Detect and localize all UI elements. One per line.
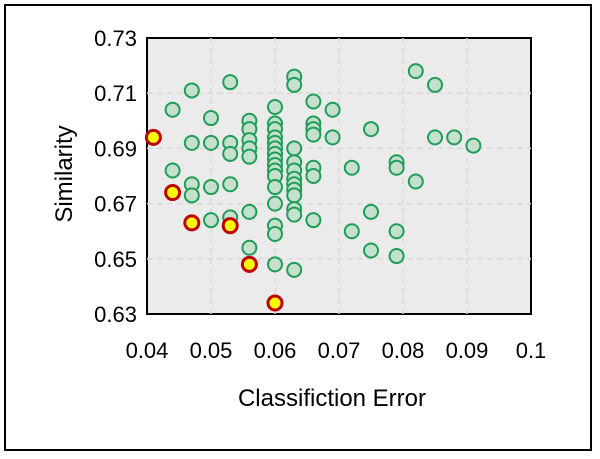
highlighted-data-point — [221, 217, 239, 235]
data-point — [343, 159, 360, 176]
data-point — [324, 101, 341, 118]
data-point — [363, 203, 379, 220]
data-point — [363, 242, 379, 259]
highlighted-data-point — [266, 294, 284, 312]
x-tick-label: 0.06 — [254, 338, 297, 363]
data-point — [267, 225, 283, 242]
data-point — [203, 134, 219, 151]
data-point — [388, 248, 405, 265]
x-axis-title: Classifiction Error — [238, 385, 426, 412]
data-point — [222, 176, 239, 193]
data-point — [164, 101, 181, 118]
data-point — [324, 129, 341, 146]
x-tick-label: 0.1 — [516, 338, 547, 363]
x-tick-label: 0.05 — [190, 338, 233, 363]
y-tick-label: 0.69 — [94, 136, 137, 161]
data-point — [407, 173, 424, 190]
data-point — [286, 187, 303, 204]
y-tick-label: 0.65 — [94, 247, 137, 272]
data-point — [241, 239, 258, 256]
data-point — [267, 99, 283, 115]
data-point — [164, 162, 181, 179]
data-point — [183, 187, 200, 204]
data-point — [286, 140, 303, 157]
x-axis-ticks: 0.04 0.05 0.06 0.07 0.08 0.09 0.1 — [126, 338, 547, 363]
data-point — [465, 137, 482, 154]
data-point — [427, 129, 443, 146]
data-point — [446, 129, 463, 146]
data-point — [267, 179, 283, 196]
data-point — [388, 159, 405, 176]
y-tick-label: 0.63 — [94, 302, 137, 327]
data-point — [363, 121, 379, 138]
data-point — [286, 206, 303, 223]
data-point — [305, 212, 322, 229]
data-point — [203, 110, 219, 127]
data-point — [427, 76, 443, 93]
highlighted-data-point — [183, 214, 201, 232]
y-axis-title: Similarity — [51, 125, 78, 222]
data-point — [343, 223, 360, 240]
highlighted-data-point — [240, 255, 258, 273]
x-tick-label: 0.07 — [318, 338, 361, 363]
data-point — [222, 74, 239, 91]
data-point — [388, 223, 405, 240]
y-axis-ticks: 0.63 0.65 0.67 0.69 0.71 0.73 — [94, 26, 137, 327]
data-point — [286, 76, 303, 93]
data-point — [183, 82, 200, 99]
x-tick-label: 0.09 — [446, 338, 489, 363]
data-point — [267, 195, 283, 212]
data-point — [286, 261, 303, 278]
data-point — [241, 148, 258, 165]
data-point — [305, 168, 322, 184]
data-point — [203, 212, 219, 229]
data-point — [241, 203, 258, 220]
plot-area-group — [144, 37, 532, 315]
data-point — [407, 63, 424, 80]
data-point — [305, 93, 322, 110]
data-points — [144, 63, 482, 312]
y-tick-label: 0.71 — [94, 81, 137, 106]
data-point — [183, 134, 200, 151]
data-point — [305, 126, 322, 143]
y-tick-label: 0.67 — [94, 192, 137, 217]
y-tick-label: 0.73 — [94, 26, 137, 51]
data-point — [222, 145, 239, 162]
x-tick-label: 0.08 — [382, 338, 425, 363]
x-tick-label: 0.04 — [126, 338, 169, 363]
highlighted-data-point — [144, 128, 162, 146]
data-point — [267, 256, 283, 273]
highlighted-data-point — [164, 184, 182, 202]
data-point — [203, 179, 219, 196]
